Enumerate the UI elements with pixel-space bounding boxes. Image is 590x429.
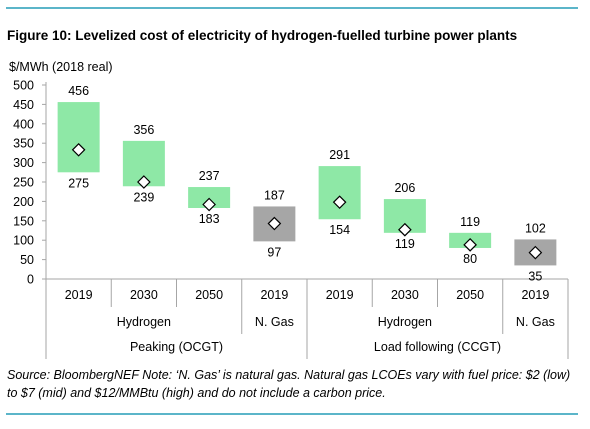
high-value-label: 102	[525, 221, 546, 235]
figure-title: Figure 10: Levelized cost of electricity…	[7, 28, 518, 43]
top-rule	[6, 7, 578, 9]
y-tick-label: 0	[27, 273, 34, 287]
x-tick-label: 2019	[521, 288, 549, 302]
mid-value-marker	[398, 222, 412, 237]
x-tick-label: 2030	[391, 288, 419, 302]
mid-value-marker	[202, 197, 216, 212]
x-tick-label: 2019	[65, 288, 93, 302]
y-tick-label: 200	[13, 195, 34, 209]
x-tick-label: 2030	[130, 288, 158, 302]
low-value-label: 35	[528, 269, 542, 283]
low-value-label: 80	[463, 252, 477, 266]
bottom-rule	[6, 413, 578, 415]
x-tick-label: 2050	[195, 288, 223, 302]
y-axis-label: $/MWh (2018 real)	[9, 60, 113, 74]
mid-value-marker	[528, 245, 543, 260]
low-value-label: 97	[267, 245, 281, 259]
hydrogen-range-bar	[57, 102, 100, 173]
source-note: Source: BloombergNEF Note: ‘N. Gas’ is n…	[7, 368, 571, 400]
high-value-label: 237	[199, 169, 220, 183]
x-segment-label: Peaking (OCGT)	[130, 340, 223, 354]
low-value-label: 239	[133, 190, 154, 204]
low-value-label: 183	[199, 212, 220, 226]
low-value-label: 275	[68, 176, 89, 190]
hydrogen-range-bar	[188, 187, 231, 208]
x-group-label: Hydrogen	[117, 315, 171, 329]
y-tick-label: 400	[13, 117, 34, 131]
mid-value-marker	[463, 238, 477, 252]
high-value-label: 456	[68, 84, 89, 98]
x-group-label: Hydrogen	[378, 315, 432, 329]
x-tick-label: 2050	[456, 288, 484, 302]
x-group-label: N. Gas	[516, 315, 555, 329]
high-value-label: 291	[329, 148, 350, 162]
y-tick-label: 300	[13, 156, 34, 170]
high-value-label: 119	[460, 215, 480, 229]
low-value-label: 119	[395, 237, 415, 251]
high-value-label: 187	[264, 188, 285, 202]
x-group-label: N. Gas	[255, 315, 294, 329]
y-tick-label: 500	[13, 79, 34, 93]
y-tick-label: 50	[20, 253, 34, 267]
mid-value-marker	[267, 216, 282, 231]
high-value-label: 356	[133, 123, 154, 137]
y-tick-label: 100	[13, 234, 34, 248]
x-segment-label: Load following (CCGT)	[374, 340, 501, 354]
y-tick-label: 450	[13, 98, 34, 112]
low-value-label: 154	[329, 223, 350, 237]
high-value-label: 206	[394, 181, 415, 195]
x-tick-label: 2019	[326, 288, 354, 302]
mid-value-marker	[71, 142, 86, 157]
hydrogen-range-bar	[318, 166, 361, 220]
mid-value-marker	[332, 195, 347, 210]
y-tick-label: 350	[13, 137, 34, 151]
mid-value-marker	[137, 175, 151, 189]
y-tick-label: 250	[13, 176, 34, 190]
x-tick-label: 2019	[260, 288, 288, 302]
y-tick-label: 150	[13, 214, 34, 228]
